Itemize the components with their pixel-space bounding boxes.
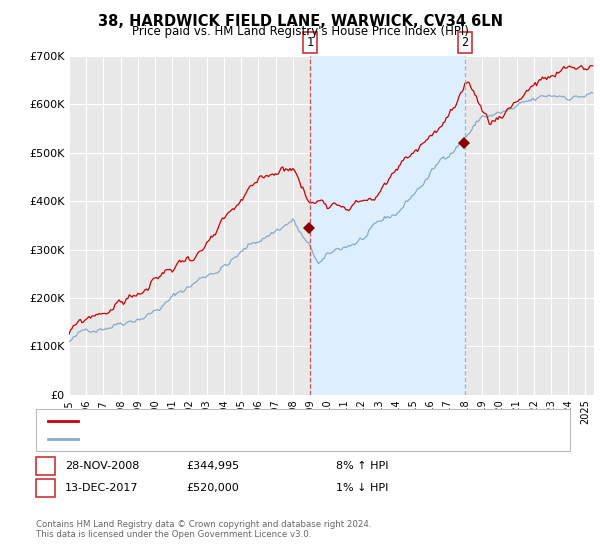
Text: Price paid vs. HM Land Registry's House Price Index (HPI): Price paid vs. HM Land Registry's House … <box>131 25 469 38</box>
Text: 13-DEC-2017: 13-DEC-2017 <box>65 483 139 493</box>
Text: 2: 2 <box>461 36 469 49</box>
Text: 2: 2 <box>42 482 49 495</box>
Text: 8% ↑ HPI: 8% ↑ HPI <box>336 461 389 471</box>
Text: 38, HARDWICK FIELD LANE, WARWICK, CV34 6LN (detached house): 38, HARDWICK FIELD LANE, WARWICK, CV34 6… <box>84 416 420 426</box>
Text: £344,995: £344,995 <box>186 461 239 471</box>
Text: 38, HARDWICK FIELD LANE, WARWICK, CV34 6LN: 38, HARDWICK FIELD LANE, WARWICK, CV34 6… <box>97 14 503 29</box>
Text: HPI: Average price, detached house, Warwick: HPI: Average price, detached house, Warw… <box>84 434 310 444</box>
Bar <box>310 56 465 395</box>
Text: 1: 1 <box>307 36 314 49</box>
Text: Contains HM Land Registry data © Crown copyright and database right 2024.
This d: Contains HM Land Registry data © Crown c… <box>36 520 371 539</box>
Text: 1% ↓ HPI: 1% ↓ HPI <box>336 483 388 493</box>
Text: 28-NOV-2008: 28-NOV-2008 <box>65 461 139 471</box>
Text: 1: 1 <box>42 460 49 473</box>
Text: £520,000: £520,000 <box>186 483 239 493</box>
